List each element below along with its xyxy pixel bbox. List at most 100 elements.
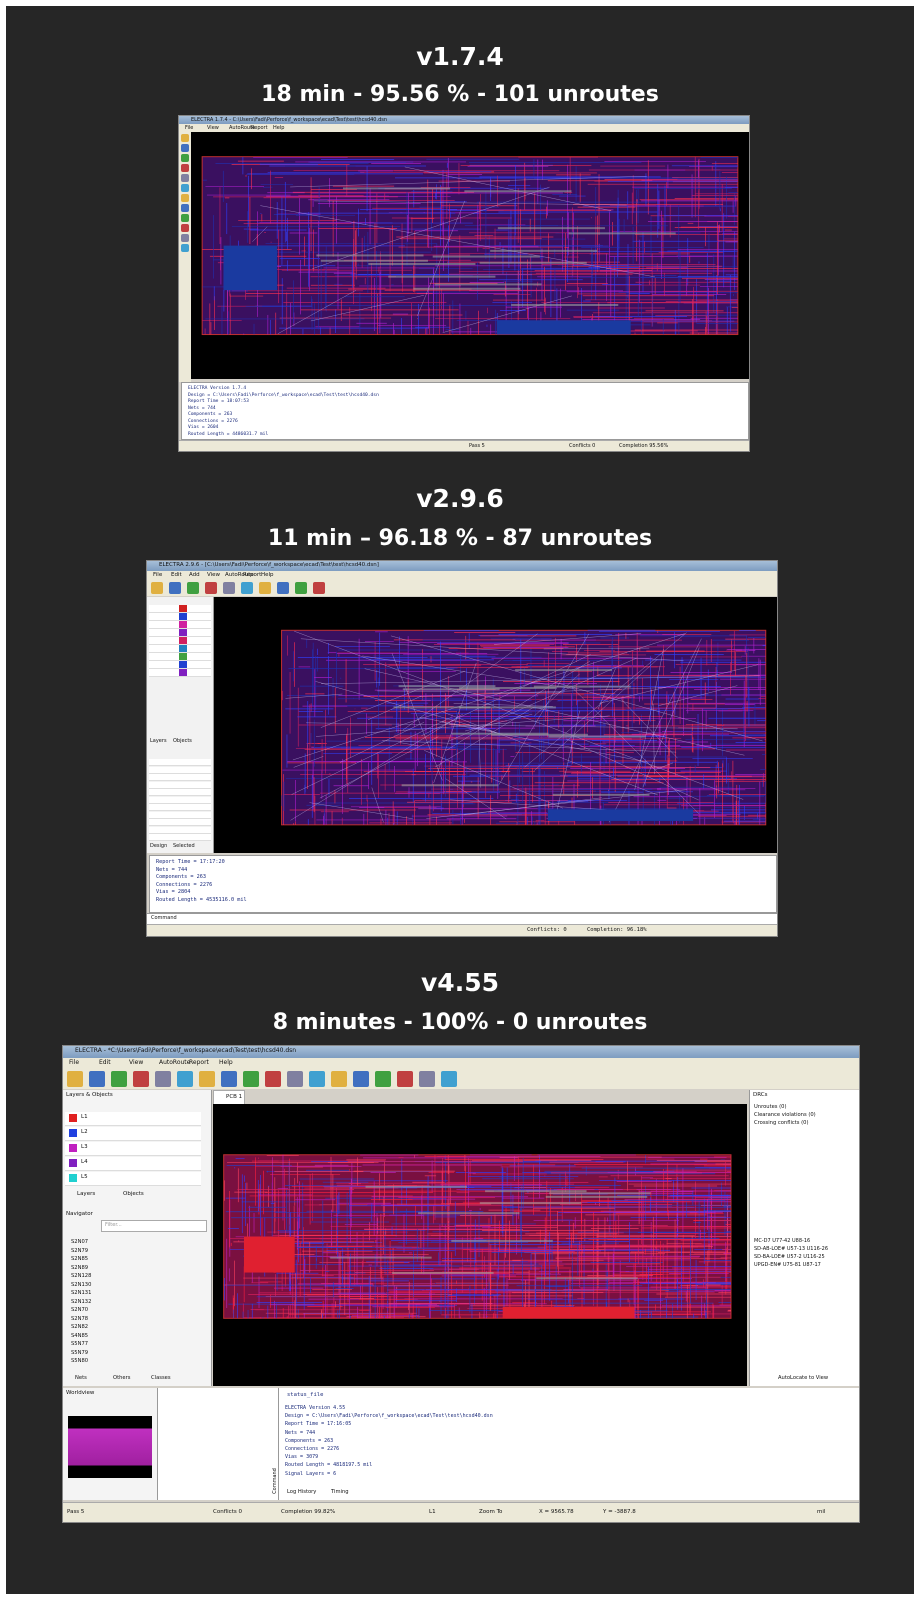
log-line: Vias = 2804 — [156, 889, 191, 895]
ratsnest — [285, 693, 343, 699]
net-item[interactable]: S2N130 — [71, 1281, 92, 1288]
status-field: Completion 95.56% — [619, 443, 669, 449]
net-item[interactable]: S2N132 — [71, 1298, 92, 1305]
panel-tab[interactable]: Classes — [151, 1375, 171, 1381]
ratsnest — [402, 633, 538, 731]
menu-item[interactable]: Edit — [171, 572, 182, 578]
status-field: L1 — [429, 1509, 436, 1515]
log-line: Routed Length = 4818197.5 mil — [285, 1462, 373, 1469]
net-item[interactable]: S2N79 — [71, 1247, 89, 1254]
via-row — [393, 706, 491, 709]
panel-tab[interactable]: Selected — [173, 843, 195, 849]
net-item[interactable]: S2N128 — [71, 1273, 92, 1279]
menu-item[interactable]: Help — [261, 572, 274, 578]
via-row — [568, 232, 676, 235]
status-bar: Conflicts: 0 Completion: 96.18% — [147, 924, 777, 936]
ratsnest — [435, 706, 535, 768]
menu-item[interactable]: View — [207, 125, 219, 131]
tool-icon — [181, 224, 189, 232]
panel-tab[interactable]: Layers — [77, 1191, 96, 1197]
checkbox-label[interactable]: AutoLocate to View — [778, 1375, 829, 1381]
tool-icon — [277, 582, 289, 594]
menu-item[interactable]: Help — [219, 1059, 233, 1066]
menu-item[interactable]: Edit — [99, 1059, 111, 1066]
tool-icon — [181, 134, 189, 142]
panel-header: Navigator — [66, 1211, 93, 1217]
conflict-item[interactable]: UPGD-EN# U75-81 U87-17 — [754, 1262, 821, 1268]
ratsnest — [314, 200, 627, 206]
menu-item[interactable]: Report — [251, 125, 268, 131]
layer-swatch — [69, 1114, 77, 1122]
log-line: Nets = 744 — [156, 866, 188, 873]
panel-tab[interactable]: Nets — [75, 1375, 87, 1381]
ratsnest — [362, 655, 578, 690]
drc-item[interactable]: Crossing conflicts (0) — [754, 1120, 809, 1126]
ratsnest — [453, 703, 553, 707]
net-item[interactable]: S2N78 — [71, 1315, 89, 1322]
menu-item[interactable]: Help — [273, 125, 285, 131]
net-item[interactable]: S2N07 — [71, 1239, 89, 1245]
panel-tab[interactable]: Others — [113, 1375, 131, 1381]
via-row — [549, 1192, 651, 1195]
log-line: Components = 263 — [188, 412, 233, 417]
net-item[interactable]: S2N82 — [71, 1324, 89, 1330]
menu-item[interactable]: Report — [189, 1059, 209, 1066]
panel-tab[interactable]: Objects — [123, 1191, 144, 1197]
app-window: ELECTRA 1.7.4 - C:\Users\Fadi\Perforce\f… — [178, 115, 750, 452]
output-log: ELECTRA Version 1.7.4 Design = C:\Users\F… — [181, 382, 749, 440]
net-item[interactable]: S2N85 — [71, 1256, 89, 1262]
panel-tab[interactable]: Design — [150, 843, 168, 849]
menu-item[interactable]: AutoRoute — [225, 572, 254, 578]
ratsnest — [463, 797, 602, 816]
drc-item[interactable]: Clearance violations (0) — [754, 1112, 816, 1118]
side-panel: Layers Objects Design Selected — [147, 597, 214, 853]
layer-name: L2 — [81, 1129, 88, 1135]
net-item[interactable]: S2N89 — [71, 1264, 89, 1271]
status-field: Completion 99.82% — [281, 1509, 336, 1515]
panel-tab[interactable]: Layers — [150, 738, 167, 744]
menu-item[interactable]: View — [129, 1059, 144, 1066]
net-item[interactable]: S2N70 — [71, 1307, 89, 1313]
via-row — [548, 735, 646, 738]
tool-icon — [313, 582, 325, 594]
conflict-item[interactable]: MC-D7 U77-42 U88-16 — [754, 1238, 811, 1244]
log-line: Components = 263 — [156, 874, 206, 880]
filter-box — [101, 1220, 207, 1232]
ratsnest — [404, 166, 612, 211]
net-item[interactable]: S5N79 — [71, 1349, 89, 1356]
net-item[interactable]: S4N85 — [71, 1332, 89, 1339]
menu-item[interactable]: AutoRoute — [229, 125, 256, 131]
tool-icon — [243, 1071, 259, 1087]
log-line: Nets = 744 — [188, 405, 216, 411]
ratsnest — [319, 736, 439, 799]
tool-icon — [133, 1071, 149, 1087]
layer-swatch — [69, 1159, 77, 1167]
menu-item[interactable]: View — [207, 572, 221, 578]
net-item[interactable]: S2N131 — [71, 1290, 92, 1296]
drc-item[interactable]: Unroutes (0) — [754, 1104, 787, 1110]
menu-item[interactable]: Add — [189, 572, 200, 578]
menu-item[interactable]: Report — [243, 572, 262, 578]
output-tab[interactable]: Log History — [287, 1489, 317, 1495]
net-item[interactable]: S5N80 — [71, 1358, 89, 1364]
net-item[interactable]: S5N77 — [71, 1341, 89, 1347]
menu-bar: File Edit Add View AutoRoute Report Help — [147, 571, 777, 580]
menu-item[interactable]: File — [69, 1059, 80, 1066]
panel-tab[interactable]: Objects — [173, 738, 192, 744]
tab-label[interactable]: PCB 1 — [226, 1094, 243, 1100]
layer-row — [65, 1127, 201, 1141]
filter-placeholder: Filter... — [105, 1222, 122, 1228]
ratsnest — [377, 690, 564, 694]
title-bar: ELECTRA 1.7.4 - C:\Users\Fadi\Perforce\f… — [179, 116, 749, 124]
menu-item[interactable]: File — [153, 572, 163, 578]
ratsnest — [321, 675, 760, 684]
pcb-canvas — [191, 132, 749, 379]
tool-icon — [205, 582, 217, 594]
layer-swatch — [179, 645, 187, 652]
menu-item[interactable]: File — [185, 125, 194, 131]
conflict-item[interactable]: SD-AB-LOE# U57-13 U116-26 — [754, 1246, 829, 1252]
menu-item[interactable]: AutoRoute — [159, 1059, 191, 1066]
conflict-item[interactable]: SD-BA-LOE# U57-2 U116-25 — [754, 1254, 825, 1260]
ratsnest — [340, 722, 425, 763]
output-tab[interactable]: Timing — [331, 1489, 349, 1495]
